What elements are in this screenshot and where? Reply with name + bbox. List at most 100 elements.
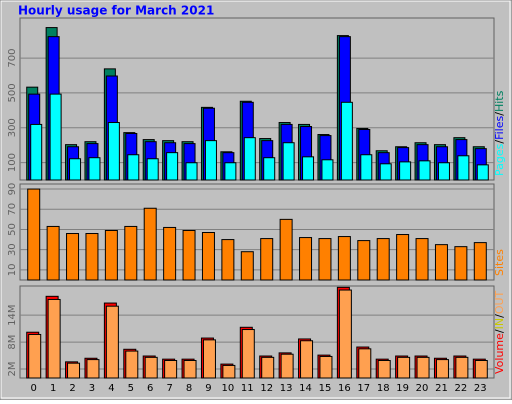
bar [416,356,430,379]
bar [457,155,470,181]
bar [434,244,448,281]
bar [164,359,178,379]
bar [146,158,159,181]
bar [28,333,42,379]
x-tick-label: 6 [147,383,153,394]
legend: Volume/IN/OUT [493,290,506,374]
x-tick-label: 9 [205,383,211,394]
bar [476,164,489,181]
bar [319,355,333,379]
bar [454,246,468,281]
x-tick-label: 0 [31,383,37,394]
legend-entry: Pages [493,143,506,176]
chart-title: Hourly usage for March 2021 [18,4,214,18]
bar [204,140,217,181]
bar [27,188,41,281]
x-tick-label: 8 [186,383,192,394]
bar [46,225,60,281]
y-tick-label: 500 [7,83,18,102]
bar [88,157,101,181]
bar [415,238,429,281]
x-tick-label: 5 [128,383,134,394]
plot-area [19,183,495,281]
bar [399,161,412,181]
legend: Sites [493,249,506,276]
bar [127,154,140,181]
bar [473,242,487,281]
x-tick-label: 11 [241,383,254,394]
bar [166,152,179,181]
x-tick-label: 17 [357,383,370,394]
bar [49,93,62,181]
bar [144,356,158,379]
bar [47,298,61,379]
bar [318,238,332,281]
legend-entry: Volume [493,333,506,374]
bar [455,356,469,379]
bar [107,122,120,181]
x-tick-label: 1 [50,383,56,394]
bar [376,238,390,281]
x-tick-label: 7 [166,383,172,394]
bar [163,226,177,281]
bar [340,101,353,181]
legend: Pages/Files/Hits [493,90,506,176]
legend-entry: Sites [493,249,506,276]
bar [321,159,334,181]
y-tick-label: 100 [7,153,18,172]
x-tick-label: 12 [260,383,273,394]
bar [202,339,216,379]
legend-entry: IN [493,318,506,329]
x-tick-label: 20 [416,383,429,394]
x-tick-label: 18 [377,383,390,394]
x-tick-label: 19 [396,383,409,394]
bar [280,353,294,379]
bar [435,359,449,379]
bar [338,289,352,379]
bar [261,356,275,379]
x-tick-label: 21 [435,383,448,394]
bar [241,329,255,379]
bar [302,156,315,181]
x-tick-label: 4 [108,383,114,394]
y-tick-label: 300 [7,118,18,137]
bar [221,239,235,281]
bar [143,207,157,281]
x-tick-label: 22 [455,383,468,394]
bar [85,233,99,281]
bar [182,229,196,281]
bar [337,236,351,281]
y-tick-label: 2M [7,362,18,377]
x-tick-label: 15 [319,383,332,394]
bar [418,160,431,181]
x-tick-label: 3 [89,383,95,394]
bar [185,162,198,181]
legend-entry: Hits [493,90,506,112]
bar [201,232,215,281]
bar [397,356,411,379]
bar [282,142,295,181]
bar [474,359,488,379]
bar [224,162,237,181]
legend-entry: Files [493,115,506,139]
bar [240,251,254,281]
bar [105,305,119,379]
bar [86,359,100,379]
bar [243,137,256,181]
x-tick-label: 10 [222,383,235,394]
bar [183,359,197,379]
bar [263,157,276,181]
y-tick-label: 50 [7,223,18,236]
bar [396,234,410,281]
y-tick-label: 30 [7,243,18,256]
y-tick-label: 10 [7,264,18,277]
bar [260,238,274,281]
bar [279,218,293,281]
bar [104,229,118,281]
bar [66,233,80,281]
bar [125,350,139,379]
bar [69,158,82,181]
x-tick-label: 23 [474,383,487,394]
